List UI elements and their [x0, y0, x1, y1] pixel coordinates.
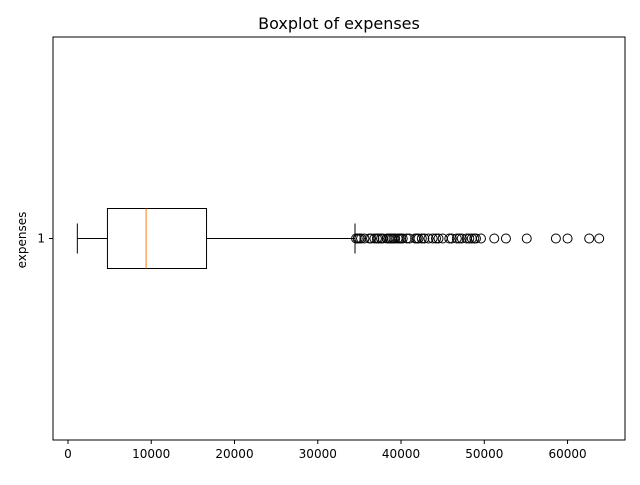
outlier-point — [369, 233, 380, 244]
plot-area: 0 10000 20000 30000 40000 50000 60000 1 — [37, 208, 605, 461]
outlier-point — [489, 233, 500, 244]
outlier-point — [444, 233, 455, 244]
outlier-point — [562, 233, 573, 244]
outlier-point — [359, 233, 370, 244]
outlier-point — [427, 233, 438, 244]
outlier-point — [397, 233, 408, 244]
x-tick-label: 10000 — [132, 447, 170, 461]
outlier-point — [475, 233, 486, 244]
axes-frame — [52, 36, 626, 441]
y-tick-label: 1 — [37, 232, 45, 246]
outlier-point — [433, 233, 444, 244]
x-tick-label: 30000 — [299, 447, 337, 461]
x-tick-label: 20000 — [215, 447, 253, 461]
outlier-point — [430, 233, 441, 244]
x-tick-label: 0 — [64, 447, 72, 461]
x-tick-label: 40000 — [382, 447, 420, 461]
outlier-point — [413, 233, 424, 244]
outlier-point — [584, 233, 595, 244]
outlier-point — [454, 233, 465, 244]
outlier-point — [550, 233, 561, 244]
outlier-point — [456, 233, 467, 244]
outlier-point — [451, 233, 462, 244]
outlier-point — [423, 233, 434, 244]
outlier-point — [401, 233, 412, 244]
outlier-point — [390, 233, 401, 244]
outlier-point — [470, 233, 481, 244]
outlier-point — [521, 233, 532, 244]
outlier-point — [356, 233, 367, 244]
outlier-point — [594, 233, 605, 244]
chart-title: Boxplot of expenses — [258, 14, 420, 33]
y-axis-label: expenses — [15, 212, 29, 269]
outlier-point — [419, 233, 430, 244]
outlier-point — [446, 233, 457, 244]
outlier-point — [366, 233, 377, 244]
x-tick-label: 60000 — [548, 447, 586, 461]
x-tick-label: 50000 — [465, 447, 503, 461]
outlier-point — [416, 233, 427, 244]
outlier-point — [500, 233, 511, 244]
outlier-point — [373, 233, 384, 244]
iqr-box — [106, 208, 208, 269]
outlier-point — [464, 233, 475, 244]
